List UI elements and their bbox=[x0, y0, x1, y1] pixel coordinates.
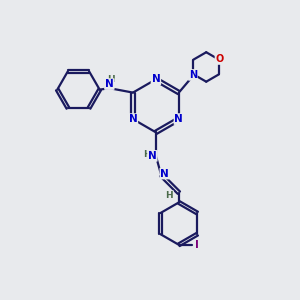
Text: N: N bbox=[160, 169, 169, 178]
Text: H: H bbox=[166, 191, 173, 200]
Text: N: N bbox=[129, 114, 137, 124]
Text: I: I bbox=[195, 240, 199, 250]
Text: H: H bbox=[107, 75, 115, 84]
Text: N: N bbox=[175, 114, 183, 124]
Text: N: N bbox=[105, 79, 114, 89]
Text: H: H bbox=[143, 150, 151, 159]
Text: N: N bbox=[152, 74, 160, 84]
Text: N: N bbox=[148, 151, 157, 161]
Text: O: O bbox=[215, 54, 224, 64]
Text: N: N bbox=[189, 70, 197, 80]
